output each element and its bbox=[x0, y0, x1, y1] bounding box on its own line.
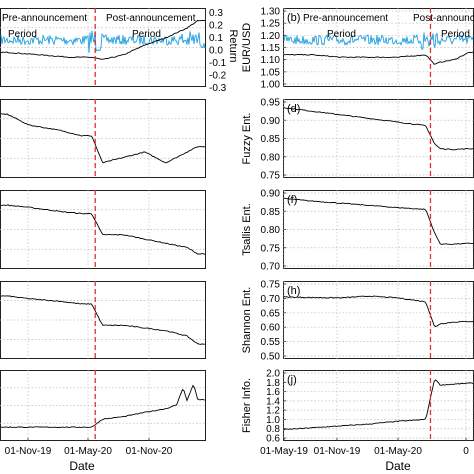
xlabel-right: Date bbox=[385, 459, 411, 473]
ytick-label: 0.60 bbox=[261, 323, 281, 334]
return-tick-label: -0.3 bbox=[209, 83, 227, 94]
panel-label: (d) bbox=[287, 103, 300, 115]
ylabel: Fuzzy Ent. bbox=[241, 113, 253, 165]
panel-frame bbox=[283, 281, 474, 359]
ytick-label: 1.0 bbox=[266, 415, 280, 426]
ytick-label: 0.90 bbox=[261, 189, 281, 200]
ylabel: Shannon Ent. bbox=[241, 287, 253, 354]
ytick-label: 0.70 bbox=[261, 262, 281, 273]
panel-f: 0.90 0.85 0.80 0.75 0.70 (f) Tsallis Ent. bbox=[241, 189, 474, 273]
ytick-label: 1.25 bbox=[261, 19, 281, 30]
return-tick-label: 0.0 bbox=[209, 46, 223, 57]
period-label-right-pre: Period bbox=[327, 29, 356, 40]
xtick-label: 0 bbox=[463, 446, 469, 457]
panel-h: 0.75 0.70 0.65 0.60 0.55 0.50 (h) Shannon Ent. bbox=[241, 280, 474, 363]
panel-g bbox=[0, 281, 206, 359]
panel-d: 0.95 0.90 0.85 0.80 0.75 (d) Fuzzy Ent. bbox=[241, 98, 474, 182]
ytick-label: 1.30 bbox=[261, 7, 281, 18]
return-series-line bbox=[0, 30, 206, 53]
series-line bbox=[283, 379, 474, 431]
ytick-label: 0.85 bbox=[261, 134, 281, 145]
ytick-label: 0.8 bbox=[266, 424, 280, 435]
panel-c bbox=[0, 99, 206, 178]
return-series-line bbox=[283, 32, 474, 51]
ytick-label: 1.4 bbox=[266, 396, 280, 407]
panel-b: 1.301.251.201.151.101.05 1.00 (b) EUR/USD bbox=[241, 7, 474, 91]
return-tick-label: 0.3 bbox=[209, 8, 223, 19]
ytick-label: 1.20 bbox=[261, 31, 281, 42]
panel-i: 01-Nov-19 01-May-20 01-Nov-20 bbox=[0, 370, 206, 457]
period-label-left-post: Period bbox=[132, 29, 161, 40]
panel-label: (j) bbox=[287, 374, 297, 386]
ytick-label: 1.10 bbox=[261, 55, 281, 66]
ytick-label: 0.75 bbox=[261, 280, 281, 291]
series-line bbox=[0, 20, 206, 60]
series-line bbox=[0, 204, 206, 255]
ytick-label: 0.75 bbox=[261, 171, 281, 182]
series-line bbox=[283, 197, 474, 245]
ytick-label: 0.65 bbox=[261, 308, 281, 319]
panel-label: (h) bbox=[287, 285, 300, 297]
ytick-label: 0.75 bbox=[261, 243, 281, 254]
ylabel: Tsallis Ent. bbox=[241, 203, 253, 256]
ytick-label: 1.2 bbox=[266, 406, 280, 417]
xtick-label: 01-Nov-19 bbox=[5, 446, 52, 457]
ytick-label: 1.8 bbox=[266, 378, 280, 389]
period-label-right-post: Period bbox=[441, 29, 470, 40]
ytick-label: 0.80 bbox=[261, 152, 281, 163]
ytick-label: 0.85 bbox=[261, 207, 281, 218]
return-tick-label: 0.1 bbox=[209, 33, 223, 44]
post-announcement-label-right: Post-announcement bbox=[413, 13, 474, 24]
series-line bbox=[283, 295, 474, 328]
ytick-label: 0.95 bbox=[261, 98, 281, 109]
xlabel-left: Date bbox=[69, 459, 95, 473]
ytick-label: 1.6 bbox=[266, 387, 280, 398]
return-tick-label: 0.2 bbox=[209, 21, 223, 32]
xtick-label: 01-May-20 bbox=[64, 446, 112, 457]
ytick-label: 1.05 bbox=[261, 67, 281, 78]
xtick-label: 01-May-20 bbox=[374, 446, 422, 457]
ytick-label: 0.6 bbox=[266, 434, 280, 445]
series-line bbox=[0, 384, 206, 428]
panel-label: (f) bbox=[287, 194, 297, 206]
xtick-label: 01-Nov-20 bbox=[126, 446, 173, 457]
period-label-left-pre: Period bbox=[8, 29, 37, 40]
ytick-label: 0.55 bbox=[261, 337, 281, 348]
ytick-label: 0.80 bbox=[261, 225, 281, 236]
panel-frame bbox=[283, 370, 474, 441]
pre-announcement-label-right: Pre-announcement bbox=[303, 13, 388, 24]
panel-j: 2.01.81.61.41.21.00.80.6 (j) Fisher Info. 0… bbox=[241, 369, 474, 457]
ytick-label: 1.00 bbox=[261, 80, 281, 91]
ytick-label: 0.90 bbox=[261, 116, 281, 127]
ytick-label: 1.15 bbox=[261, 43, 281, 54]
xtick-label: 01-May-19 bbox=[260, 446, 308, 457]
pre-announcement-label-left: Pre-announcement bbox=[2, 13, 87, 24]
ytick-label: 0.70 bbox=[261, 294, 281, 305]
ylabel: EUR/USD bbox=[241, 23, 253, 73]
series-line bbox=[284, 51, 474, 65]
panel-a: 0.3 0.20.1 0.0-0.1 -0.2-0.3 bbox=[0, 8, 227, 94]
series-line bbox=[0, 295, 205, 345]
panel-e bbox=[0, 190, 206, 269]
return-tick-label: -0.1 bbox=[209, 58, 227, 69]
ytick-label: 0.50 bbox=[261, 352, 281, 363]
return-tick-label: -0.2 bbox=[209, 71, 227, 82]
panel-label: (b) bbox=[287, 12, 300, 24]
return-axis-label: Return bbox=[227, 29, 239, 62]
post-announcement-label-left: Post-announcement bbox=[106, 13, 196, 24]
ylabel: Fisher Info. bbox=[241, 378, 253, 433]
series-line bbox=[283, 107, 474, 151]
ytick-label: 2.0 bbox=[266, 369, 280, 380]
xtick-label: 01-Nov-19 bbox=[314, 446, 361, 457]
series-line bbox=[0, 113, 206, 164]
